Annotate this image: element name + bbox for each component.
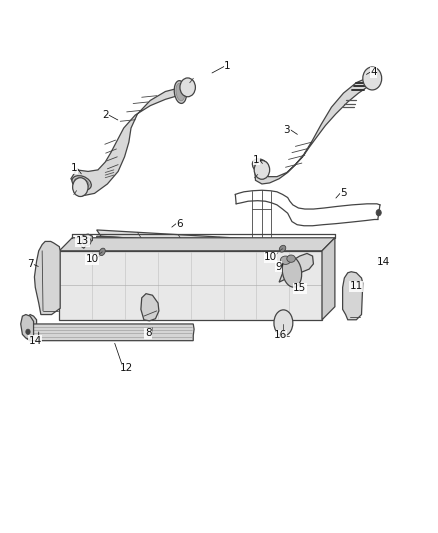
Polygon shape [21,314,34,340]
Text: 11: 11 [350,281,363,292]
Text: 13: 13 [76,237,89,246]
Polygon shape [343,272,363,320]
Polygon shape [59,238,335,251]
Text: 7: 7 [27,260,33,269]
Polygon shape [141,294,159,321]
Text: 4: 4 [370,67,377,77]
Text: 14: 14 [376,257,389,268]
Ellipse shape [366,74,379,83]
Polygon shape [29,324,194,341]
Ellipse shape [73,177,88,197]
Ellipse shape [282,256,302,287]
Ellipse shape [280,256,291,264]
Polygon shape [254,76,376,184]
Text: 1: 1 [224,61,231,71]
Ellipse shape [180,78,195,97]
Text: 9: 9 [275,262,282,271]
Text: 5: 5 [340,188,347,198]
Ellipse shape [364,71,381,85]
Text: 6: 6 [176,219,183,229]
Ellipse shape [72,176,91,190]
Ellipse shape [274,310,293,336]
Ellipse shape [74,178,89,188]
Text: 14: 14 [28,336,42,346]
Ellipse shape [176,83,185,101]
Ellipse shape [26,329,30,334]
Text: 10: 10 [264,252,277,262]
Text: 1: 1 [253,155,260,165]
Polygon shape [79,234,92,248]
Ellipse shape [287,255,295,262]
Ellipse shape [252,159,269,174]
Polygon shape [322,238,335,320]
Text: 2: 2 [102,110,109,120]
Polygon shape [279,254,314,282]
Text: 10: 10 [86,254,99,264]
Text: 12: 12 [120,364,133,373]
Ellipse shape [174,80,187,103]
Ellipse shape [376,209,381,216]
Text: 15: 15 [293,284,306,294]
Polygon shape [25,314,36,341]
Ellipse shape [254,160,270,179]
Text: 8: 8 [145,328,152,338]
Ellipse shape [279,245,286,252]
Ellipse shape [363,67,381,90]
Text: 16: 16 [274,330,287,341]
Polygon shape [97,230,264,247]
Polygon shape [71,88,181,196]
Polygon shape [59,251,322,320]
Ellipse shape [254,161,267,172]
Text: 3: 3 [283,125,290,135]
Ellipse shape [82,237,91,246]
Ellipse shape [99,248,105,255]
Polygon shape [35,241,60,314]
Text: 1: 1 [71,163,77,173]
Polygon shape [97,236,261,251]
